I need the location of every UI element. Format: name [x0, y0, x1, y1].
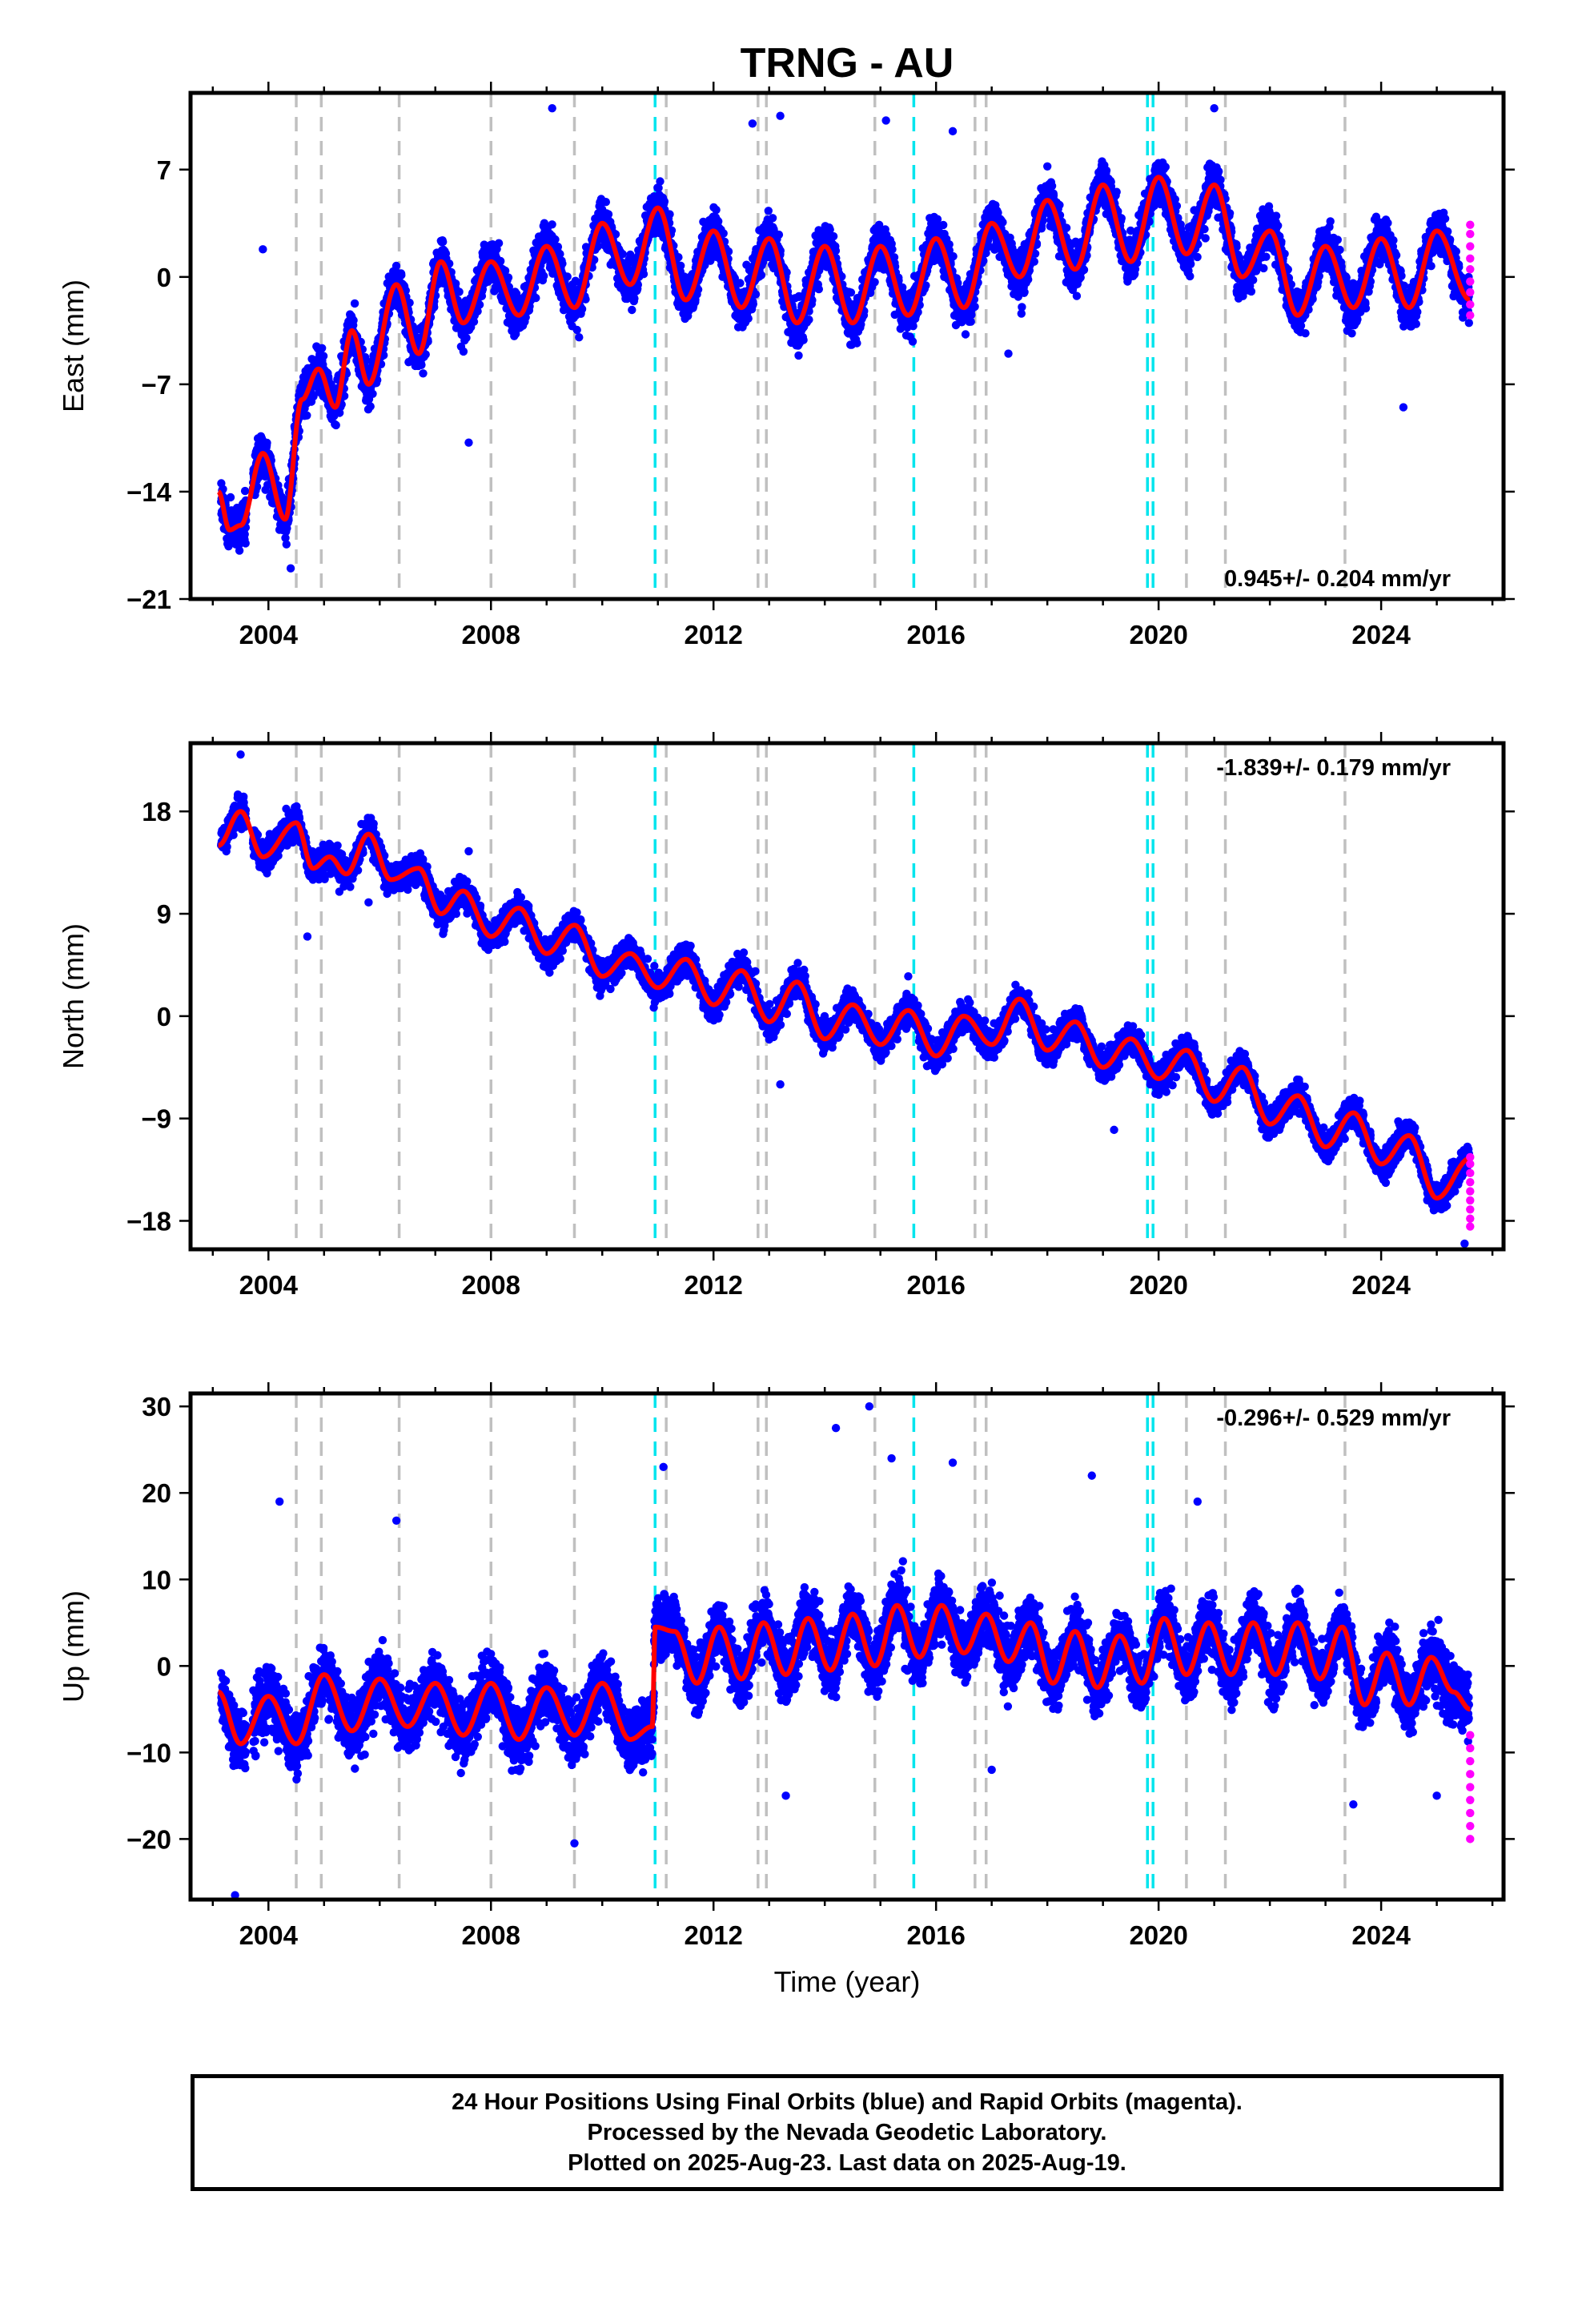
- data-point: [853, 339, 861, 348]
- data-point: [744, 314, 753, 323]
- data-point: [618, 250, 627, 259]
- data-point: [303, 411, 311, 420]
- data-point: [604, 210, 613, 219]
- data-point: [628, 305, 636, 315]
- data-point: [712, 205, 721, 215]
- data-point: [846, 288, 856, 297]
- chart-title: TRNG - AU: [741, 40, 954, 86]
- data-point: [331, 420, 340, 430]
- data-point: [240, 530, 249, 539]
- data-point: [532, 293, 540, 303]
- data-point: [240, 486, 250, 496]
- data-point: [235, 546, 244, 555]
- data-point: [551, 235, 560, 244]
- data-point: [572, 325, 581, 335]
- east-plot-area: [216, 93, 1475, 599]
- data-point: [575, 333, 584, 342]
- data-point: [961, 330, 970, 339]
- data-point: [656, 177, 665, 186]
- data-point: [794, 351, 803, 360]
- east-final-orbit-points: [217, 103, 1474, 573]
- data-point: [757, 271, 766, 279]
- data-point: [751, 290, 761, 299]
- data-point: [870, 278, 879, 287]
- data-point: [540, 271, 548, 280]
- data-point: [281, 533, 290, 542]
- data-point: [459, 347, 468, 356]
- data-point: [455, 287, 464, 296]
- data-point: [949, 251, 958, 261]
- data-point: [339, 392, 349, 400]
- data-point: [888, 245, 897, 254]
- data-point: [350, 299, 359, 308]
- data-point: [282, 540, 291, 549]
- data-point: [749, 300, 757, 308]
- data-point: [263, 438, 271, 448]
- data-point: [309, 392, 318, 401]
- data-point: [660, 197, 669, 206]
- data-point: [504, 273, 513, 282]
- data-point: [768, 214, 777, 223]
- data-point: [939, 220, 948, 230]
- data-point: [601, 198, 610, 207]
- data-point: [226, 493, 235, 502]
- data-point: [764, 207, 773, 215]
- data-point: [829, 231, 838, 241]
- data-point: [736, 279, 745, 287]
- data-point: [494, 239, 504, 247]
- data-point: [774, 230, 784, 239]
- data-point: [349, 316, 358, 325]
- data-point: [799, 336, 808, 344]
- chart-canvas: TRNG - AU 2004 2008 2012 2016 2020 202470−7−1…: [57, 40, 1515, 1998]
- data-point: [548, 220, 556, 229]
- data-point: [419, 369, 428, 378]
- data-point: [462, 333, 471, 343]
- data-point: [639, 270, 648, 279]
- data-point: [970, 302, 979, 312]
- data-point: [908, 337, 917, 346]
- data-point: [397, 271, 406, 279]
- data-point: [553, 243, 563, 251]
- data-point: [439, 237, 448, 247]
- data-point: [327, 380, 335, 388]
- data-point: [563, 272, 572, 281]
- data-point: [368, 389, 377, 398]
- data-point: [319, 352, 328, 360]
- data-point: [677, 261, 685, 270]
- data-point: [366, 402, 375, 411]
- data-point: [814, 284, 823, 294]
- data-point: [241, 539, 250, 548]
- data-point: [967, 310, 976, 320]
- data-point: [665, 210, 674, 219]
- data-point: [674, 253, 683, 262]
- data-point: [805, 316, 813, 324]
- data-point: [318, 344, 327, 352]
